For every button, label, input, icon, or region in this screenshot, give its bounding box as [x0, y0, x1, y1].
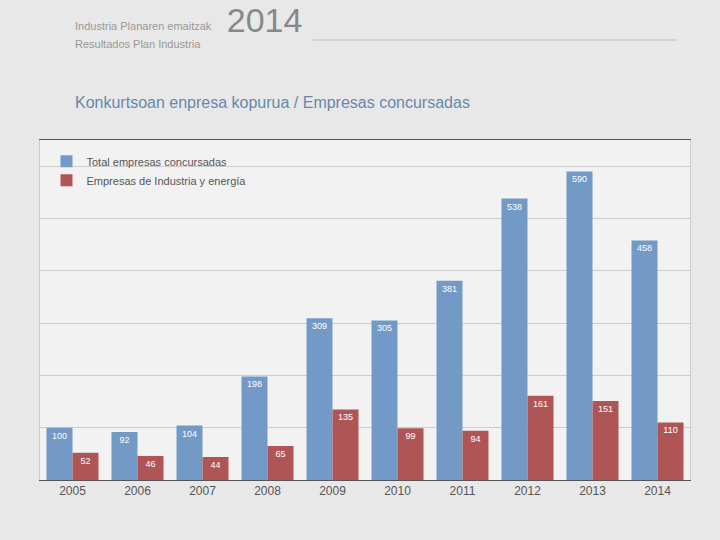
- svg-text:538: 538: [507, 202, 522, 212]
- svg-text:44: 44: [210, 460, 220, 470]
- svg-text:590: 590: [572, 174, 587, 184]
- svg-text:2010: 2010: [384, 484, 411, 498]
- svg-text:2009: 2009: [319, 484, 346, 498]
- svg-text:100: 100: [52, 431, 67, 441]
- svg-text:2013: 2013: [579, 484, 606, 498]
- svg-text:2007: 2007: [189, 484, 216, 498]
- svg-text:99: 99: [405, 431, 415, 441]
- svg-text:458: 458: [637, 243, 652, 253]
- svg-text:309: 309: [312, 321, 327, 331]
- svg-text:2011: 2011: [450, 484, 476, 498]
- svg-text:104: 104: [182, 429, 197, 439]
- svg-text:381: 381: [442, 284, 457, 294]
- svg-text:305: 305: [377, 323, 392, 333]
- svg-text:52: 52: [80, 456, 90, 466]
- svg-text:Total empresas concursadas: Total empresas concursadas: [87, 156, 228, 168]
- svg-text:46: 46: [145, 459, 155, 469]
- svg-text:94: 94: [470, 434, 480, 444]
- svg-text:92: 92: [119, 435, 129, 445]
- svg-text:135: 135: [338, 412, 353, 422]
- svg-text:2008: 2008: [254, 484, 281, 498]
- svg-text:2014: 2014: [227, 1, 303, 39]
- svg-text:Resultados Plan Industria: Resultados Plan Industria: [75, 38, 201, 50]
- svg-text:2006: 2006: [124, 484, 151, 498]
- svg-text:65: 65: [275, 449, 285, 459]
- svg-text:Konkurtsoan enpresa kopurua /: Konkurtsoan enpresa kopurua / Empresas c…: [75, 94, 470, 111]
- svg-text:2012: 2012: [514, 484, 541, 498]
- svg-text:110: 110: [663, 425, 677, 435]
- svg-text:198: 198: [247, 379, 262, 389]
- svg-text:161: 161: [533, 399, 548, 409]
- svg-text:151: 151: [598, 404, 613, 414]
- svg-text:2005: 2005: [59, 484, 86, 498]
- svg-text:2014: 2014: [644, 484, 671, 498]
- svg-text:Industria Planaren emaitzak: Industria Planaren emaitzak: [75, 20, 212, 32]
- svg-text:Empresas de Industria y energí: Empresas de Industria y energía: [87, 175, 247, 187]
